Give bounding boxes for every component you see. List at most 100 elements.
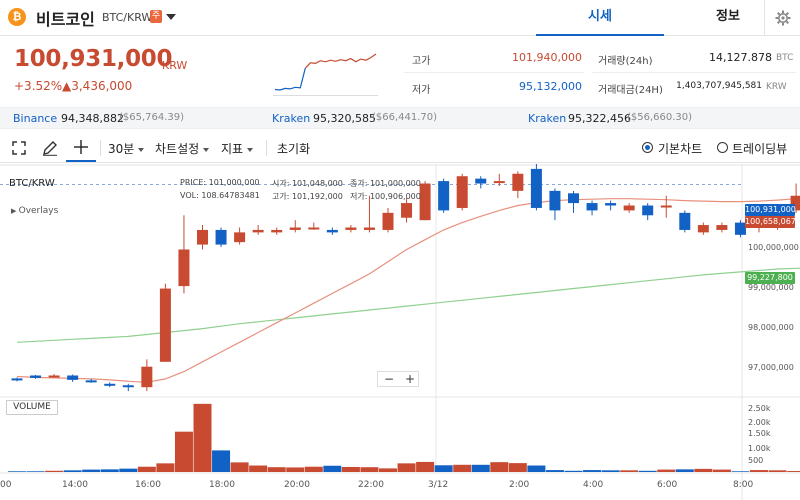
basic-chart-label[interactable]: 기본차트 [658, 142, 703, 156]
candle-body [623, 205, 635, 211]
x-axis-tick: 3/12 [428, 480, 449, 490]
candle [11, 377, 23, 382]
ohlc-open: 시가: 101,048,000 [272, 178, 343, 189]
reset-button[interactable]: 초기화 [277, 142, 311, 156]
chart-toolbar: 30분 차트설정 지표 초기화 기본차트 트레이딩뷰 [0, 133, 800, 163]
current-price: 100,931,000 [14, 46, 173, 72]
basic-chart-radio[interactable] [642, 142, 653, 153]
volume-bar [434, 465, 453, 472]
pencil-icon[interactable] [42, 140, 58, 156]
candle-body [178, 249, 190, 287]
ohlc-open-value: 101,048,000 [291, 179, 343, 188]
coin-name[interactable]: 비트코인 [36, 10, 95, 29]
candle-body [308, 227, 320, 230]
volume-bar [712, 469, 731, 472]
candle [363, 195, 375, 233]
candle-body [252, 229, 264, 233]
chart-settings-label: 차트설정 [155, 142, 200, 156]
coin-header: ₿ 비트코인 BTC/KRW 주 시세 정보 [0, 0, 800, 36]
candle-body [141, 366, 153, 388]
candle-body [697, 225, 709, 233]
ma-long-line [16, 267, 800, 343]
candle [85, 378, 97, 383]
overlays-toggle[interactable]: ▶ Overlays [11, 206, 58, 216]
zoom-out-button[interactable]: − [384, 372, 395, 386]
chart-settings-menu[interactable]: 차트설정 [155, 140, 210, 157]
volume-bar [304, 466, 323, 472]
exchange-usd-price: ($65,764.39) [119, 112, 185, 123]
toolbar-separator [266, 140, 267, 156]
candle [197, 225, 208, 250]
candle [790, 183, 800, 213]
tradingview-label[interactable]: 트레이딩뷰 [732, 142, 788, 156]
candle-body [363, 227, 375, 230]
zoom-in-button[interactable]: + [405, 372, 416, 386]
volume-bar [397, 463, 416, 472]
volume-bar [360, 467, 379, 472]
candle-body [530, 168, 542, 208]
volume-bar [657, 469, 676, 472]
exchange-name[interactable]: Kraken [272, 112, 311, 125]
fullscreen-icon[interactable] [12, 141, 26, 155]
candle-body [104, 383, 116, 386]
mini-price-chart [273, 53, 378, 96]
tradingview-radio[interactable] [717, 142, 728, 153]
candle [512, 171, 524, 199]
candle [30, 374, 42, 379]
x-axis-tick: 22:00 [358, 480, 384, 490]
candle-body [549, 190, 561, 211]
chevron-down-icon[interactable] [166, 14, 176, 20]
candle-body [586, 203, 598, 211]
candle [326, 227, 338, 235]
exchange-comparison-row: Binance 94,348,882 ($65,764.39) Kraken 9… [0, 107, 800, 129]
candle-body [475, 178, 487, 184]
ohlc-low-label: 저가: [350, 192, 368, 201]
settings-button[interactable] [764, 0, 800, 36]
trade-value: 1,403,707,945,581 [676, 81, 762, 91]
high-value: 101,940,000 [512, 51, 582, 64]
candle [605, 200, 617, 211]
bitcoin-icon: ₿ [8, 8, 26, 26]
volume-bar [212, 450, 231, 472]
tab-info[interactable]: 정보 [716, 9, 740, 24]
volume-panel-label: VOLUME [6, 400, 58, 415]
volume-bar [137, 466, 156, 472]
tab-price[interactable]: 시세 [536, 0, 664, 36]
volume-axis-tick: 500 [748, 456, 764, 465]
ohlc-volume-value: 108.64783481 [201, 191, 260, 200]
trade-value-unit: KRW [766, 82, 787, 92]
exchange-name[interactable]: Kraken [528, 112, 567, 125]
volume-axis-tick: 1.00k [748, 444, 771, 453]
ma-short-tag: 100,658,067 [745, 216, 796, 228]
price-chart-canvas[interactable] [0, 164, 800, 500]
volume-bar [527, 465, 546, 472]
volume-bar [174, 431, 193, 472]
coin-pair: BTC/KRW [102, 11, 153, 24]
ohlc-high-label: 고가: [272, 192, 290, 201]
interval-select[interactable]: 30분 [108, 140, 145, 157]
y-axis-tick: 97,000,000 [748, 363, 794, 372]
volume-axis-tick: 2.00k [748, 418, 771, 427]
overlays-label: Overlays [18, 206, 59, 216]
candle [252, 225, 264, 235]
gear-icon [775, 10, 791, 26]
exchange-name[interactable]: Binance [13, 112, 58, 125]
candle-body [512, 173, 524, 191]
candlestick-chart[interactable]: BTC/KRW ▶ Overlays PRICE: 101,000,000 시가… [0, 164, 800, 500]
last-price-tag: 100,931,000 [745, 204, 796, 216]
indicators-menu[interactable]: 지표 [221, 140, 254, 157]
volume-bar [750, 470, 768, 472]
candle-body [345, 227, 357, 230]
candle [419, 181, 431, 221]
candle [642, 203, 654, 221]
interval-label: 30분 [108, 142, 135, 156]
ohlc-close-value: 101,000,000 [369, 179, 421, 188]
volume-bar [323, 465, 342, 472]
candle [271, 227, 283, 235]
candle [48, 374, 60, 378]
candle-body [234, 232, 246, 243]
candle [697, 222, 709, 235]
candle-body [11, 378, 23, 381]
crosshair-tool[interactable] [66, 133, 96, 162]
mini-chart-line-up [304, 53, 377, 69]
